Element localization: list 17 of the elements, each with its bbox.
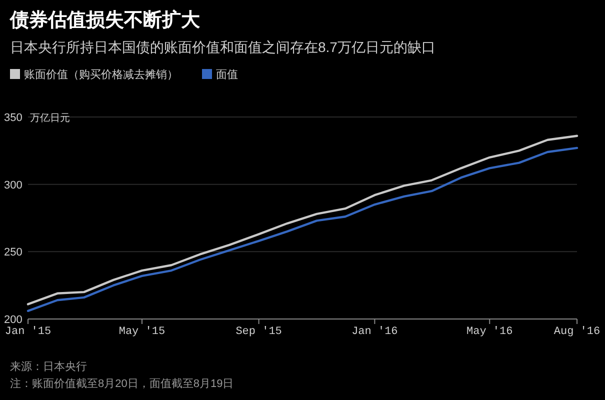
y-tick-label: 350: [4, 112, 22, 124]
source-note: 来源：日本央行: [10, 360, 87, 373]
x-tick-label: Aug '16: [554, 326, 600, 338]
text: 注：账面价值截至8月20日，面值截至8月19日: [10, 377, 234, 390]
y-tick-label: 300: [4, 179, 22, 192]
chart-title: 债券估值损失不断扩大: [9, 9, 201, 31]
chart-subtitle: 日本央行所持日本国债的账面价值和面值之间存在8.7万亿日元的缺口: [10, 39, 436, 55]
y-axis-title: 万亿日元: [30, 113, 70, 124]
x-tick-label: Sep '15: [236, 326, 282, 338]
x-tick-label: May '16: [466, 326, 513, 338]
legend-label: 面值: [216, 69, 238, 81]
legend-label: 账面价值（购买价格减去摊销）: [24, 68, 178, 81]
x-tick-label: May '15: [118, 326, 166, 338]
y-tick-label: 200: [4, 314, 22, 326]
x-tick-label: Jan '15: [4, 326, 52, 338]
y-tick-label: 250: [4, 246, 22, 259]
x-tick-label: Jan '16: [352, 326, 398, 338]
